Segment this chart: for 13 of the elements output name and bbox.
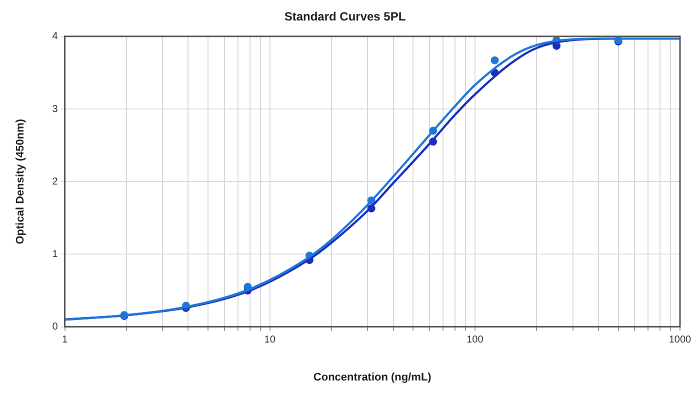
y-axis-title: Optical Density (450nm) xyxy=(14,118,27,244)
point xyxy=(490,56,499,64)
y-tick-label: 2 xyxy=(52,176,58,188)
y-tick-label: 3 xyxy=(52,104,58,115)
x-tick-label: 1000 xyxy=(668,334,692,346)
chart-title: Standard Curves 5PL xyxy=(284,10,406,24)
x-tick-label: 100 xyxy=(466,334,484,346)
x-axis-title: Concentration (ng/mL) xyxy=(313,371,432,384)
x-tick-label: 1 xyxy=(62,334,68,346)
x-tick-label: 10 xyxy=(264,334,276,346)
y-tick-label: 0 xyxy=(52,322,58,333)
y-tick-label: 1 xyxy=(52,248,58,260)
y-tick-label: 4 xyxy=(52,31,58,42)
